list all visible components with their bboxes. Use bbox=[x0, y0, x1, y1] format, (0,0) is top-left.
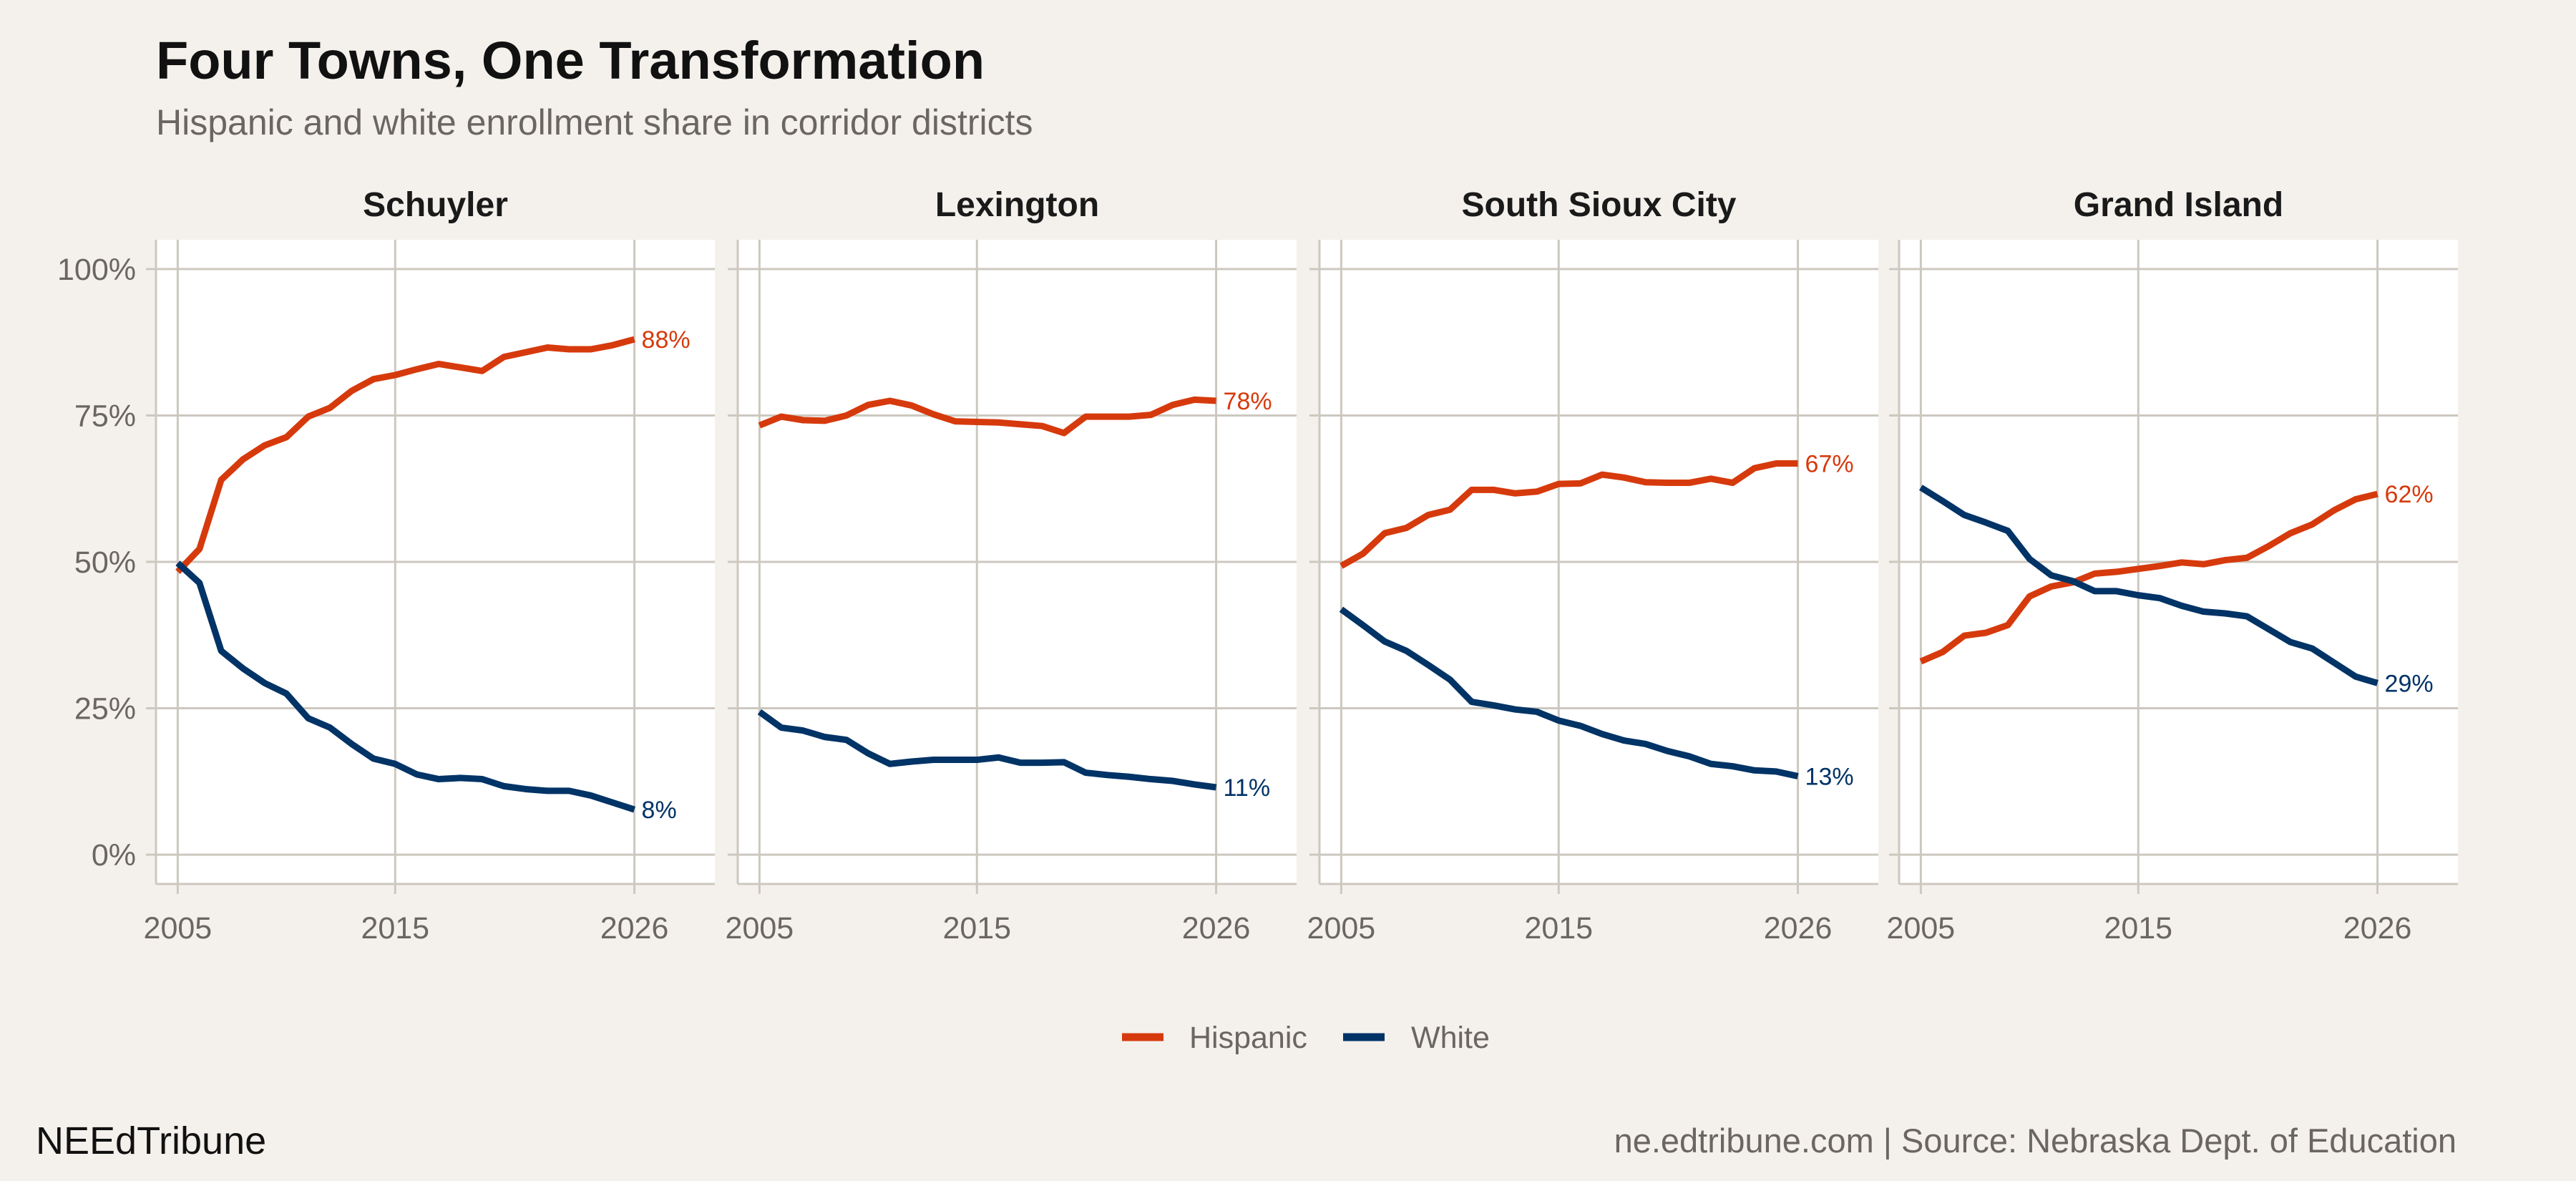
x-tick-label: 2005 bbox=[726, 911, 794, 946]
x-tick-label: 2005 bbox=[1887, 911, 1956, 946]
legend: Hispanic White bbox=[1122, 1021, 1490, 1055]
series-line-hispanic bbox=[1340, 460, 1798, 569]
x-tick-label: 2015 bbox=[361, 911, 429, 946]
y-tick-label: 100% bbox=[57, 253, 136, 287]
x-tick-label: 2026 bbox=[1182, 911, 1251, 946]
panel-grand-island: 2005 2015 2026 Grand Island 62% 29% bbox=[1887, 186, 2458, 946]
y-tick-label: 25% bbox=[74, 692, 136, 726]
x-tick-label: 2026 bbox=[2343, 911, 2412, 946]
series-line-white bbox=[175, 560, 635, 813]
chart-title: Four Towns, One Transformation bbox=[156, 31, 985, 90]
panel-schuyler: 0% 25% 50% 75% 100% 2005 2015 2026 Schuyler 88% 8% bbox=[57, 186, 715, 946]
y-tick-label: 50% bbox=[74, 545, 136, 580]
x-tick-label: 2015 bbox=[942, 911, 1011, 946]
end-label-hispanic: 67% bbox=[1805, 451, 1854, 478]
end-label-hispanic: 88% bbox=[642, 326, 691, 354]
end-label-white: 11% bbox=[1224, 774, 1271, 802]
x-tick-label: 2005 bbox=[144, 911, 213, 946]
series-line-white bbox=[1339, 606, 1799, 779]
panels: 0% 25% 50% 75% 100% 2005 2015 2026 Schuyler 88% 8%… bbox=[57, 186, 2458, 946]
end-label-white: 13% bbox=[1805, 763, 1854, 790]
legend-white-label: White bbox=[1411, 1021, 1490, 1055]
brand-logo-text: NEEdTribune bbox=[36, 1119, 266, 1162]
legend-hispanic-label: Hispanic bbox=[1189, 1021, 1307, 1055]
series-line-hispanic bbox=[175, 336, 635, 575]
end-label-white: 8% bbox=[642, 797, 677, 824]
series-line-hispanic bbox=[758, 396, 1216, 437]
y-tick-label: 75% bbox=[74, 399, 136, 433]
x-tick-label: 2005 bbox=[1307, 911, 1376, 946]
facet-title: Schuyler bbox=[363, 186, 508, 224]
series-line-white bbox=[1919, 485, 2379, 686]
facet-title: Lexington bbox=[935, 186, 1099, 224]
facet-title: Grand Island bbox=[2074, 186, 2283, 224]
y-tick-label: 0% bbox=[92, 838, 136, 873]
series-line-white bbox=[757, 709, 1217, 791]
facet-title: South Sioux City bbox=[1462, 186, 1737, 224]
x-tick-label: 2026 bbox=[600, 911, 669, 946]
end-label-white: 29% bbox=[2385, 670, 2434, 697]
x-tick-label: 2015 bbox=[2104, 911, 2172, 946]
chart-subtitle: Hispanic and white enrollment share in c… bbox=[156, 102, 1033, 142]
end-label-hispanic: 78% bbox=[1224, 388, 1272, 415]
end-label-hispanic: 62% bbox=[2385, 481, 2434, 508]
x-tick-label: 2026 bbox=[1764, 911, 1833, 946]
panel-lexington: 2005 2015 2026 Lexington 78% 11% bbox=[726, 186, 1297, 946]
x-tick-label: 2015 bbox=[1524, 911, 1593, 946]
source-caption: ne.edtribune.com | Source: Nebraska Dept… bbox=[1614, 1122, 2457, 1160]
panel-south-sioux-city: 2005 2015 2026 South Sioux City 67% 13% bbox=[1307, 186, 1878, 946]
series-line-hispanic bbox=[1919, 490, 2379, 665]
